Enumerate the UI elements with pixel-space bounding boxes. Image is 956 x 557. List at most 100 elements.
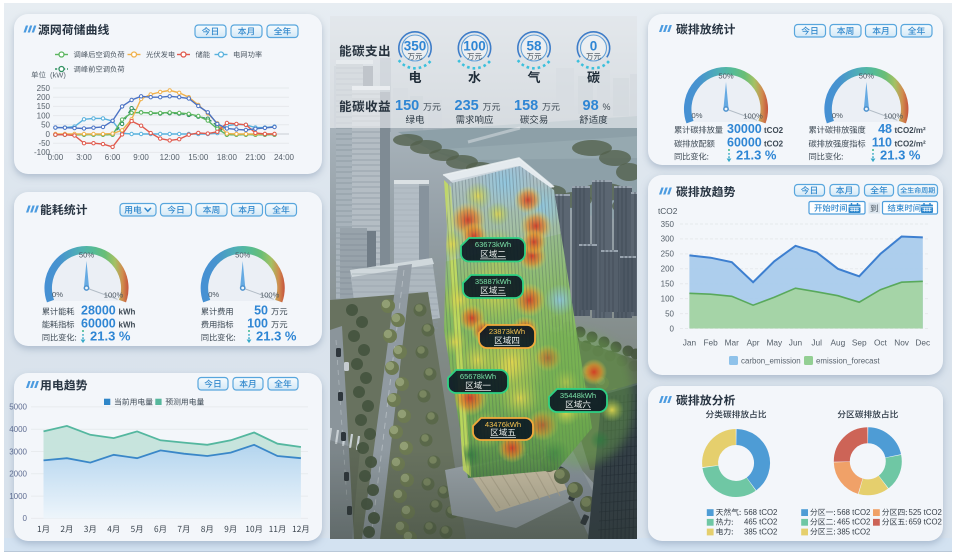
svg-text:250: 250 [661, 250, 675, 259]
svg-text:50: 50 [665, 309, 674, 318]
svg-text:35887kWh: 35887kWh [475, 277, 511, 286]
svg-text:525 tCO2: 525 tCO2 [909, 508, 942, 517]
svg-text:0%: 0% [52, 290, 63, 299]
svg-text:0%: 0% [208, 290, 219, 299]
svg-text:Jul: Jul [811, 338, 822, 348]
svg-text:150: 150 [661, 280, 675, 289]
svg-text:carbon_emission: carbon_emission [741, 357, 801, 366]
svg-text:350: 350 [661, 220, 675, 229]
svg-text:5000: 5000 [9, 403, 27, 412]
svg-text:12:00: 12:00 [160, 153, 181, 162]
svg-text:0: 0 [590, 39, 598, 54]
svg-text:150: 150 [37, 102, 51, 111]
svg-text:43476kWh: 43476kWh [485, 420, 521, 429]
svg-text:235: 235 [455, 98, 479, 114]
svg-text:tCO2: tCO2 [764, 140, 784, 149]
svg-text:100: 100 [661, 294, 675, 303]
svg-text:465 tCO2: 465 tCO2 [744, 518, 777, 527]
svg-text:100%: 100% [743, 112, 763, 121]
svg-text:21.3 %: 21.3 % [256, 329, 297, 344]
svg-text:385 tCO2: 385 tCO2 [744, 527, 777, 536]
svg-text:50: 50 [254, 304, 268, 318]
svg-text:Jan: Jan [683, 338, 697, 348]
svg-text:-50: -50 [38, 139, 50, 148]
svg-text:659 tCO2: 659 tCO2 [909, 518, 942, 527]
svg-text:4000: 4000 [9, 425, 27, 434]
svg-text:21.3 %: 21.3 % [880, 148, 921, 163]
svg-text:300: 300 [661, 235, 675, 244]
svg-text:58: 58 [526, 39, 542, 54]
svg-text:0:00: 0:00 [48, 153, 64, 162]
svg-text:1000: 1000 [9, 492, 27, 501]
svg-text:tCO2/m²: tCO2/m² [895, 140, 926, 149]
svg-text:Jun: Jun [789, 338, 803, 348]
svg-text:50: 50 [41, 121, 50, 130]
svg-text:Feb: Feb [703, 338, 718, 348]
svg-text:350: 350 [404, 39, 427, 54]
svg-text:6:00: 6:00 [105, 153, 121, 162]
svg-text:tCO2/m²: tCO2/m² [895, 126, 926, 135]
svg-text:0%: 0% [692, 111, 703, 120]
svg-text:150: 150 [395, 98, 419, 114]
svg-text:30000: 30000 [727, 122, 762, 136]
svg-text:200: 200 [37, 93, 51, 102]
svg-text:kWh: kWh [119, 321, 136, 330]
svg-text:24:00: 24:00 [274, 153, 295, 162]
svg-text:0%: 0% [832, 111, 843, 120]
svg-text:63673kWh: 63673kWh [475, 240, 511, 249]
svg-text:May: May [766, 338, 783, 348]
svg-text:100%: 100% [104, 291, 124, 300]
svg-text:100%: 100% [884, 112, 904, 121]
svg-text:50%: 50% [235, 251, 250, 260]
svg-text:0: 0 [23, 514, 28, 523]
svg-text:(kW): (kW) [50, 71, 66, 80]
svg-text:Dec: Dec [915, 338, 930, 348]
svg-text:Sep: Sep [852, 338, 867, 348]
svg-text:emission_forecast: emission_forecast [816, 357, 880, 366]
svg-text:50%: 50% [718, 72, 733, 81]
svg-text:50%: 50% [79, 251, 94, 260]
svg-text:48: 48 [878, 122, 892, 136]
svg-text:Nov: Nov [894, 338, 910, 348]
svg-text:65678kWh: 65678kWh [460, 372, 496, 381]
svg-text:2000: 2000 [9, 470, 27, 479]
svg-text:15:00: 15:00 [188, 153, 209, 162]
svg-text:60000: 60000 [727, 136, 762, 150]
svg-text:Aug: Aug [831, 338, 846, 348]
svg-text:Oct: Oct [874, 338, 888, 348]
svg-text:3:00: 3:00 [76, 153, 92, 162]
svg-text:98: 98 [583, 98, 599, 114]
svg-text:50%: 50% [859, 72, 874, 81]
svg-text:3000: 3000 [9, 447, 27, 456]
svg-text:21:00: 21:00 [245, 153, 266, 162]
svg-text:100: 100 [463, 39, 486, 54]
svg-text:100: 100 [37, 111, 51, 120]
svg-text:Mar: Mar [725, 338, 740, 348]
svg-text:250: 250 [37, 84, 51, 93]
svg-text:385 tCO2: 385 tCO2 [837, 527, 870, 536]
svg-text:23873kWh: 23873kWh [489, 327, 525, 336]
svg-text:100: 100 [247, 317, 268, 331]
svg-text:0: 0 [46, 130, 51, 139]
svg-text:110: 110 [872, 136, 892, 150]
svg-text:-100: -100 [34, 148, 51, 157]
svg-text:kWh: kWh [119, 308, 136, 317]
svg-text:9:00: 9:00 [133, 153, 149, 162]
svg-text:568 tCO2: 568 tCO2 [744, 508, 777, 517]
svg-text:%: % [603, 102, 611, 112]
svg-text:21.3 %: 21.3 % [736, 148, 777, 163]
svg-text:18:00: 18:00 [217, 153, 238, 162]
svg-text:28000: 28000 [81, 304, 116, 318]
svg-text:21.3 %: 21.3 % [90, 329, 131, 344]
svg-text:0: 0 [670, 324, 675, 333]
svg-text:200: 200 [661, 265, 675, 274]
svg-text:568 tCO2: 568 tCO2 [837, 508, 870, 517]
svg-text:tCO2: tCO2 [658, 206, 678, 216]
svg-text:tCO2: tCO2 [764, 126, 784, 135]
svg-text:100%: 100% [260, 291, 280, 300]
svg-text:60000: 60000 [81, 317, 116, 331]
svg-text:158: 158 [514, 98, 538, 114]
svg-text:Apr: Apr [747, 338, 760, 348]
svg-text:465 tCO2: 465 tCO2 [837, 518, 870, 527]
svg-text:35448kWh: 35448kWh [560, 391, 596, 400]
